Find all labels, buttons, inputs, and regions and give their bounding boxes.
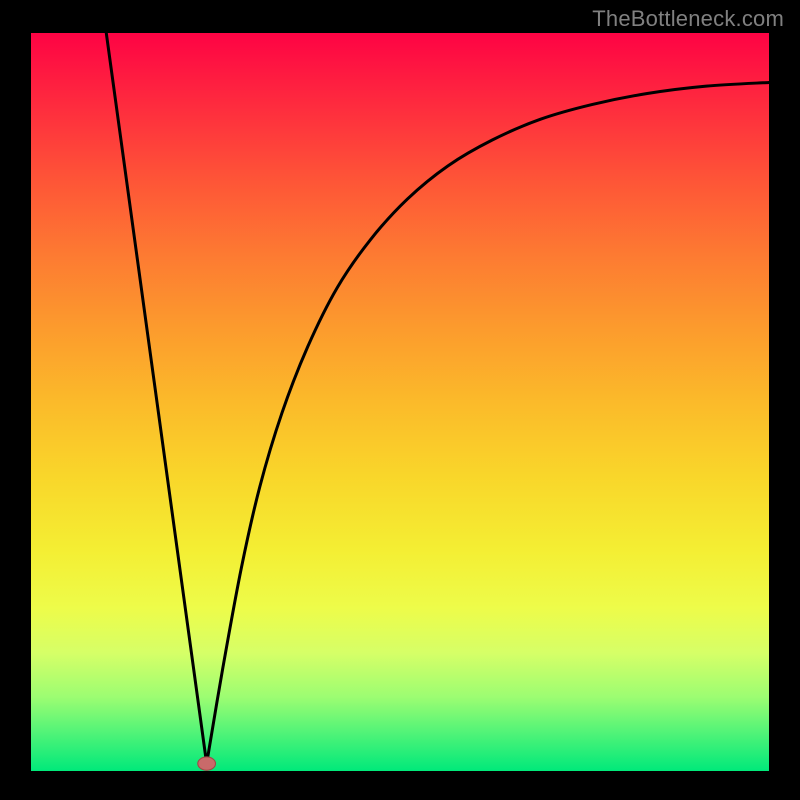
plot-background xyxy=(31,33,769,771)
chart-svg xyxy=(0,0,800,800)
watermark-text: TheBottleneck.com xyxy=(592,6,784,32)
optimal-marker xyxy=(198,757,216,770)
bottleneck-chart: TheBottleneck.com xyxy=(0,0,800,800)
